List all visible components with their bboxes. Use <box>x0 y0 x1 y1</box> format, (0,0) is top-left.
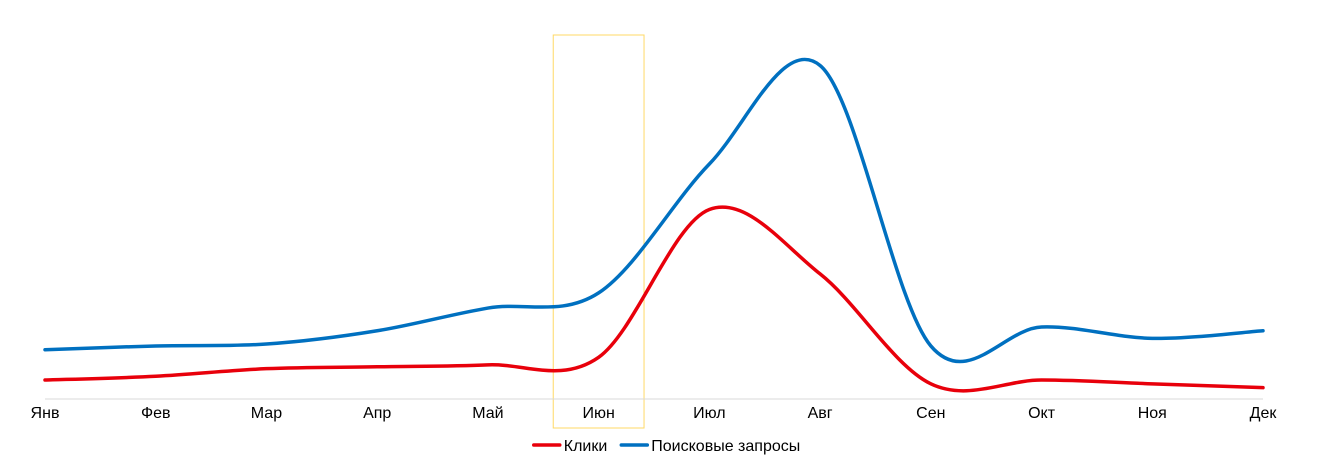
x-tick-label: Ноя <box>1138 405 1167 422</box>
x-tick-label: Авг <box>808 405 833 422</box>
series-layer <box>43 57 1265 393</box>
legend-item: Клики <box>532 438 608 455</box>
legend-item: Поисковые запросы <box>619 438 800 455</box>
series-line-1 <box>43 205 1265 393</box>
x-tick-label: Июн <box>582 405 614 422</box>
x-axis-tick-labels: Янв Фев Мар Апр Май Июн Июл Авг Сен Окт Ноя Дек <box>31 405 1278 422</box>
x-tick-label: Мар <box>251 405 282 422</box>
legend-label: Поисковые запросы <box>651 438 800 455</box>
x-tick-label: Апр <box>363 405 391 422</box>
x-tick-label: Сен <box>916 405 945 422</box>
legend-label: Клики <box>564 438 608 455</box>
series-line-2 <box>43 57 1265 364</box>
x-tick-label: Окт <box>1028 405 1056 422</box>
x-tick-label: Май <box>472 405 503 422</box>
x-tick-label: Фев <box>141 405 171 422</box>
x-tick-label: Июл <box>693 405 725 422</box>
x-tick-label: Дек <box>1250 405 1278 422</box>
legend: Клики Поисковые запросы <box>532 438 800 455</box>
highlight-layer <box>552 34 645 429</box>
x-tick-label: Янв <box>31 405 60 422</box>
highlight-box <box>552 34 645 429</box>
